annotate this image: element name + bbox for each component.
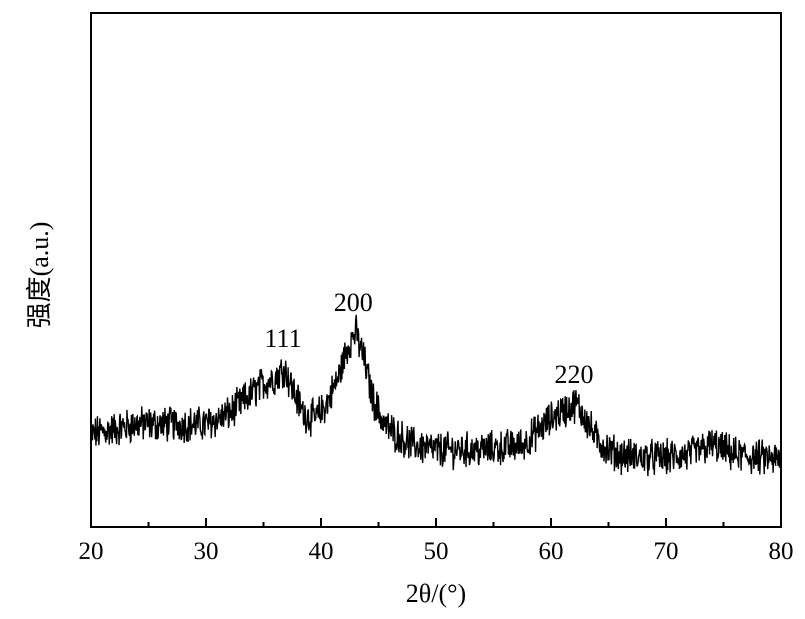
peak-label: 220 — [555, 360, 594, 389]
x-tick-label: 20 — [79, 538, 104, 565]
series-line — [90, 314, 782, 477]
x-tick-label: 60 — [539, 538, 564, 565]
x-tick-label: 80 — [769, 538, 794, 565]
peak-label: 111 — [265, 324, 302, 353]
plot-frame — [90, 12, 782, 528]
y-axis-title: 强度(a.u.) — [25, 222, 54, 329]
x-axis-title: 2θ/(°) — [406, 579, 466, 608]
peak-annotations: 111 200 220 — [265, 288, 594, 389]
x-tick-label: 50 — [424, 538, 449, 565]
x-tick-label: 30 — [194, 538, 219, 565]
x-tick-label: 40 — [309, 538, 334, 565]
x-tick-label: 70 — [654, 538, 679, 565]
x-axis: 20 30 40 50 60 70 80 — [79, 518, 794, 565]
series-layer — [90, 314, 782, 477]
peak-label: 200 — [334, 288, 373, 317]
